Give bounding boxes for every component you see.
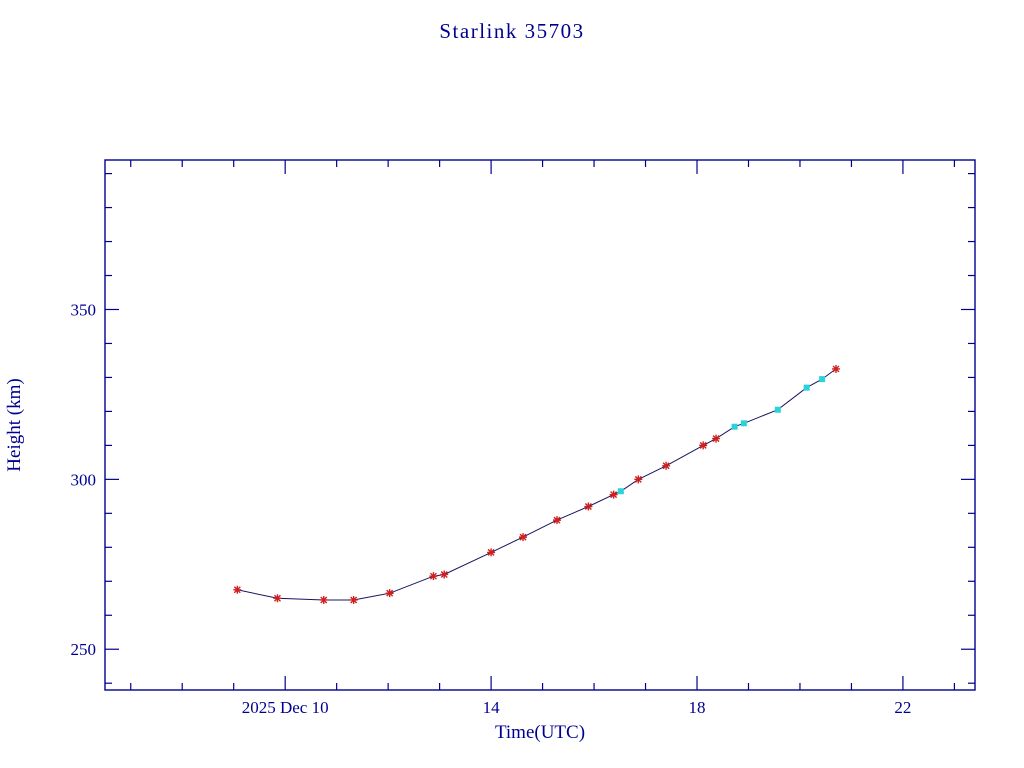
x-tick-label: 18 [689, 698, 706, 717]
x-tick-label: 2025 Dec 10 [242, 698, 329, 717]
data-point-marker-observed [385, 589, 394, 598]
data-point-marker-observed [699, 441, 708, 450]
axis-ticks [105, 160, 975, 690]
x-tick-label: 22 [894, 698, 911, 717]
data-point-marker-observed [584, 502, 593, 511]
y-tick-label: 350 [71, 300, 97, 319]
height-curve [237, 368, 837, 601]
data-line [237, 368, 837, 601]
tick-labels: 2025 Dec 10 14 18 22 250 300 350 [71, 300, 912, 717]
data-point-marker-observed [429, 572, 438, 581]
data-point-marker-observed [273, 594, 282, 603]
y-tick-label: 250 [71, 640, 97, 659]
y-axis-label: Height (km) [4, 378, 25, 471]
data-point-marker-predicted [774, 406, 781, 413]
data-point-marker-predicted [731, 423, 738, 430]
data-point-marker-observed [712, 434, 721, 443]
data-point-marker-observed [349, 595, 358, 604]
data-point-marker-observed [319, 595, 328, 604]
data-markers [233, 364, 841, 604]
y-tick-label: 300 [71, 470, 97, 489]
data-point-marker-observed [552, 516, 561, 525]
plot-frame [104, 159, 976, 691]
chart-title: Starlink 35703 [439, 19, 584, 43]
plot-border [104, 159, 976, 691]
data-point-marker-predicted [740, 420, 747, 427]
data-point-marker-observed [609, 490, 618, 499]
data-point-marker-predicted [819, 376, 826, 383]
data-point-marker-predicted [617, 488, 624, 495]
data-point-marker-observed [487, 548, 496, 557]
x-axis-label: Time(UTC) [495, 722, 585, 743]
data-point-marker-observed [233, 585, 242, 594]
data-point-marker-observed [634, 475, 643, 484]
data-point-marker-predicted [803, 384, 810, 391]
data-point-marker-observed [519, 533, 528, 542]
data-point-marker-observed [832, 364, 841, 373]
x-tick-label: 14 [483, 698, 501, 717]
data-point-marker-observed [662, 461, 671, 470]
data-point-marker-observed [440, 570, 449, 579]
